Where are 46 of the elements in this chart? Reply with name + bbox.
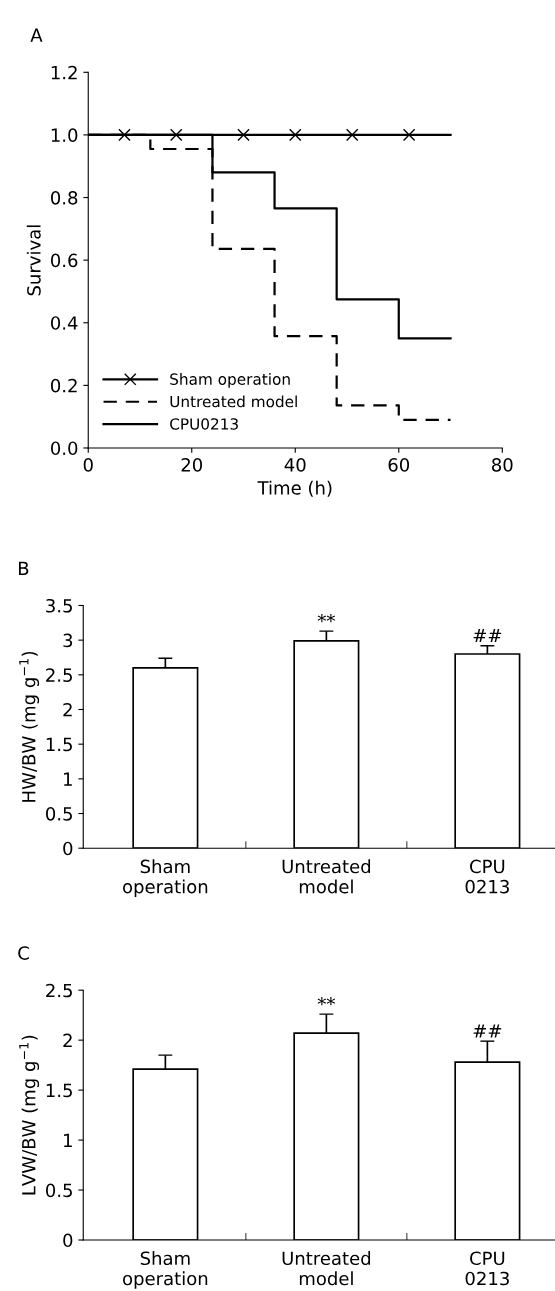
x-tick-label: 60 bbox=[388, 458, 410, 472]
y-tick-label: 1.0 bbox=[51, 128, 78, 143]
annotation: ** bbox=[317, 997, 336, 1006]
y-axis-title: HW/BW (mg g$^{−1}$) bbox=[19, 651, 40, 802]
y-tick-label: 0 bbox=[63, 841, 73, 856]
legend-label: Sham operation bbox=[170, 373, 290, 388]
y-tick-label: 0.2 bbox=[51, 378, 77, 393]
y-tick-label: 2 bbox=[63, 702, 72, 717]
x-tick-label: Untreated model bbox=[282, 859, 371, 894]
x-tick-label: CPU 0213 bbox=[465, 859, 509, 894]
annotation: ## bbox=[473, 1024, 502, 1038]
chart-title: C bbox=[18, 946, 29, 960]
annotation: ** bbox=[317, 613, 336, 623]
x-tick-label: Sham operation bbox=[123, 859, 208, 897]
chart-title: B bbox=[18, 561, 29, 575]
chart-title: A bbox=[30, 28, 43, 42]
y-axis-title: Survival bbox=[26, 225, 41, 296]
legend-label: CPU0213 bbox=[170, 418, 238, 430]
y-tick-label: 0.5 bbox=[46, 806, 72, 821]
y-tick-label: 1.5 bbox=[46, 1083, 72, 1098]
y-tick-label: 1.5 bbox=[46, 737, 72, 752]
y-tick-label: 2.5 bbox=[46, 983, 72, 998]
y-axis-title: LVW/BW (mg g$^{−1}$) bbox=[19, 1035, 40, 1195]
annotation: ## bbox=[473, 628, 502, 642]
y-tick-label: 0 bbox=[63, 1233, 73, 1248]
y-tick-label: 0.4 bbox=[51, 316, 78, 330]
y-tick-label: 3.5 bbox=[46, 598, 72, 613]
y-tick-label: 2 bbox=[63, 1033, 72, 1048]
y-tick-label: 0.0 bbox=[51, 441, 78, 456]
x-tick-label: Untreated model bbox=[282, 1251, 371, 1286]
y-tick-label: 0.8 bbox=[51, 190, 78, 205]
x-tick-label: Sham operation bbox=[123, 1251, 208, 1289]
y-tick-label: 1.2 bbox=[51, 65, 77, 80]
y-tick-label: 1 bbox=[64, 1133, 72, 1147]
y-tick-label: 3 bbox=[63, 633, 73, 648]
x-tick-label: CPU 0213 bbox=[465, 1251, 509, 1286]
x-tick-label: 0 bbox=[83, 458, 93, 472]
x-tick-label: 20 bbox=[181, 458, 203, 472]
x-tick-label: 40 bbox=[284, 458, 306, 472]
legend-label: Untreated model bbox=[170, 395, 297, 408]
y-tick-label: 0.6 bbox=[51, 253, 78, 268]
y-tick-label: 1 bbox=[64, 772, 72, 786]
y-tick-label: 0.5 bbox=[46, 1183, 72, 1198]
y-tick-label: 2.5 bbox=[46, 668, 72, 682]
x-tick-label: 80 bbox=[492, 458, 513, 472]
x-axis-title: Time (h) bbox=[257, 480, 332, 497]
